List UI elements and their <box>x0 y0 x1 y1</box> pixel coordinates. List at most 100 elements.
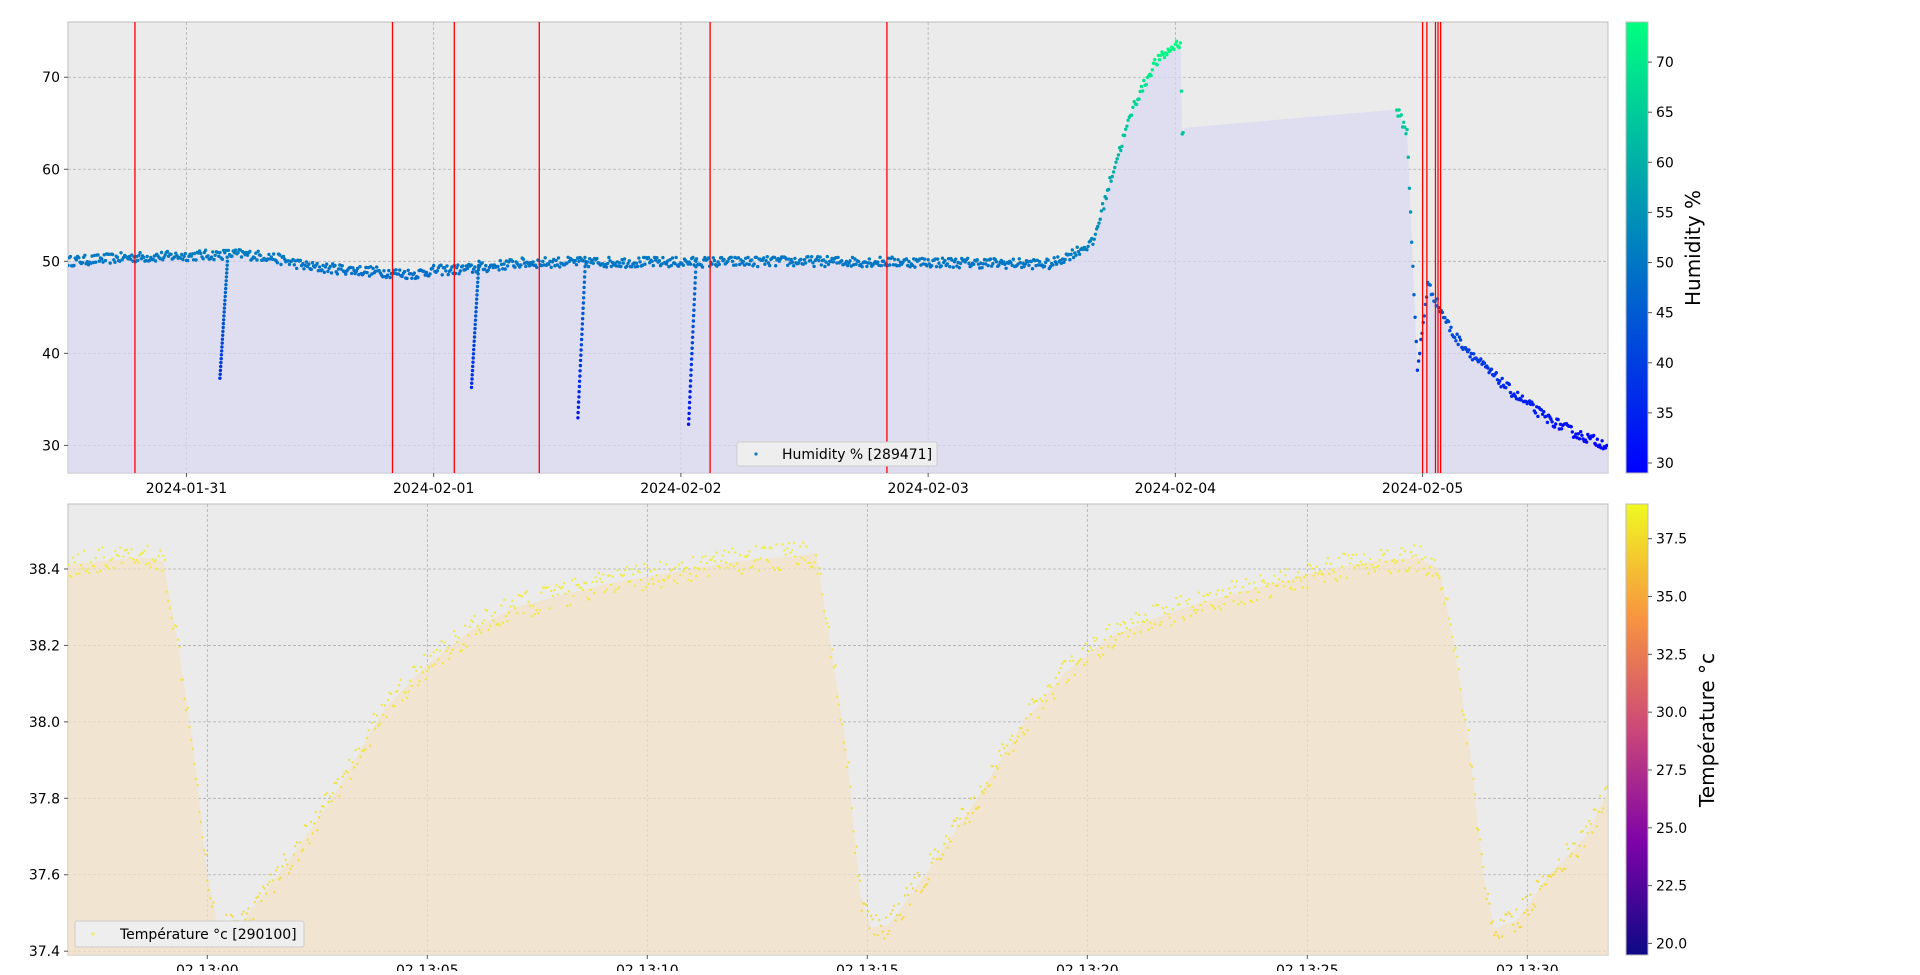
data-point <box>119 251 123 255</box>
data-point <box>639 578 643 582</box>
data-point <box>1542 410 1546 414</box>
dip-point <box>689 357 694 361</box>
data-point <box>688 572 691 576</box>
data-point <box>1009 260 1013 265</box>
data-point <box>122 555 125 558</box>
data-point <box>1130 113 1134 117</box>
data-point <box>510 259 515 264</box>
data-point <box>996 767 999 770</box>
data-point <box>1556 417 1560 422</box>
temperature-fill <box>68 553 1608 955</box>
data-point <box>572 595 575 598</box>
data-point <box>622 257 627 261</box>
data-point <box>812 264 816 269</box>
data-point <box>444 269 448 273</box>
data-point <box>927 878 930 881</box>
data-point <box>1409 550 1413 554</box>
data-point <box>533 613 537 616</box>
data-point <box>1554 870 1557 873</box>
data-point <box>1191 605 1194 609</box>
data-point <box>958 261 963 266</box>
data-point <box>443 641 446 644</box>
dip-point <box>691 330 695 334</box>
data-point <box>636 264 640 269</box>
data-point <box>741 259 745 264</box>
data-point <box>633 584 636 587</box>
data-point <box>217 254 221 258</box>
data-point <box>159 549 162 552</box>
data-point <box>479 631 482 634</box>
data-point <box>1405 127 1409 132</box>
dip-point <box>219 353 224 357</box>
data-point <box>290 864 294 868</box>
data-point <box>199 820 202 823</box>
data-point <box>954 819 957 823</box>
data-point <box>239 255 244 259</box>
data-point <box>317 816 321 819</box>
data-point <box>1416 569 1419 572</box>
data-point <box>1411 264 1415 268</box>
data-point <box>962 808 965 811</box>
data-point <box>274 869 278 872</box>
data-point <box>1284 574 1287 577</box>
data-point <box>803 558 806 562</box>
data-point <box>933 257 937 261</box>
data-point <box>1527 913 1531 916</box>
data-point <box>176 638 180 641</box>
data-point <box>793 256 797 261</box>
data-point <box>1459 688 1462 691</box>
data-point <box>1550 420 1554 424</box>
data-point <box>789 551 792 554</box>
data-point <box>268 880 271 884</box>
data-point <box>605 588 608 591</box>
data-point <box>703 255 707 260</box>
data-point <box>966 256 970 260</box>
data-point <box>1262 579 1265 582</box>
data-point <box>802 258 807 262</box>
data-point <box>1259 574 1262 577</box>
x-tick-label: 2024-02-04 <box>1135 481 1216 497</box>
data-point <box>76 553 80 556</box>
data-point <box>1183 618 1186 621</box>
data-point <box>279 262 283 267</box>
data-point <box>229 913 233 917</box>
data-point <box>836 255 840 260</box>
data-point <box>410 276 414 280</box>
data-point <box>1392 558 1396 561</box>
data-point <box>125 548 128 552</box>
data-point <box>117 554 120 558</box>
data-point <box>965 817 968 820</box>
data-point <box>211 250 215 254</box>
data-point <box>151 558 154 561</box>
humidity-x-ticks: 2024-01-31 2024-02-01 2024-02-02 2024-02-03… <box>146 473 1463 497</box>
data-point <box>485 609 489 612</box>
dip-point <box>474 305 478 310</box>
data-point <box>1155 63 1159 67</box>
data-point <box>489 624 492 628</box>
temperature-colorbar-ticks: 20.022.525.027.530.032.535.037.5 <box>1648 532 1687 952</box>
data-point <box>1425 573 1429 577</box>
data-point <box>503 598 506 601</box>
data-point <box>1504 385 1508 390</box>
data-point <box>413 665 416 668</box>
data-point <box>364 265 368 270</box>
data-point <box>817 258 821 263</box>
data-point <box>212 901 215 904</box>
data-point <box>74 258 79 262</box>
data-point <box>1171 608 1175 611</box>
data-point <box>599 577 602 581</box>
colorbar-tick-label: 60 <box>1656 155 1674 171</box>
data-point <box>1397 108 1401 112</box>
data-point <box>471 620 475 624</box>
data-point <box>381 275 385 279</box>
data-point <box>530 615 533 618</box>
data-point <box>169 252 173 256</box>
data-point <box>995 765 998 768</box>
data-point <box>564 592 567 595</box>
data-point <box>97 259 102 263</box>
data-point <box>329 271 334 275</box>
data-point <box>972 262 976 266</box>
data-point <box>1285 568 1289 571</box>
data-point <box>1077 252 1082 256</box>
